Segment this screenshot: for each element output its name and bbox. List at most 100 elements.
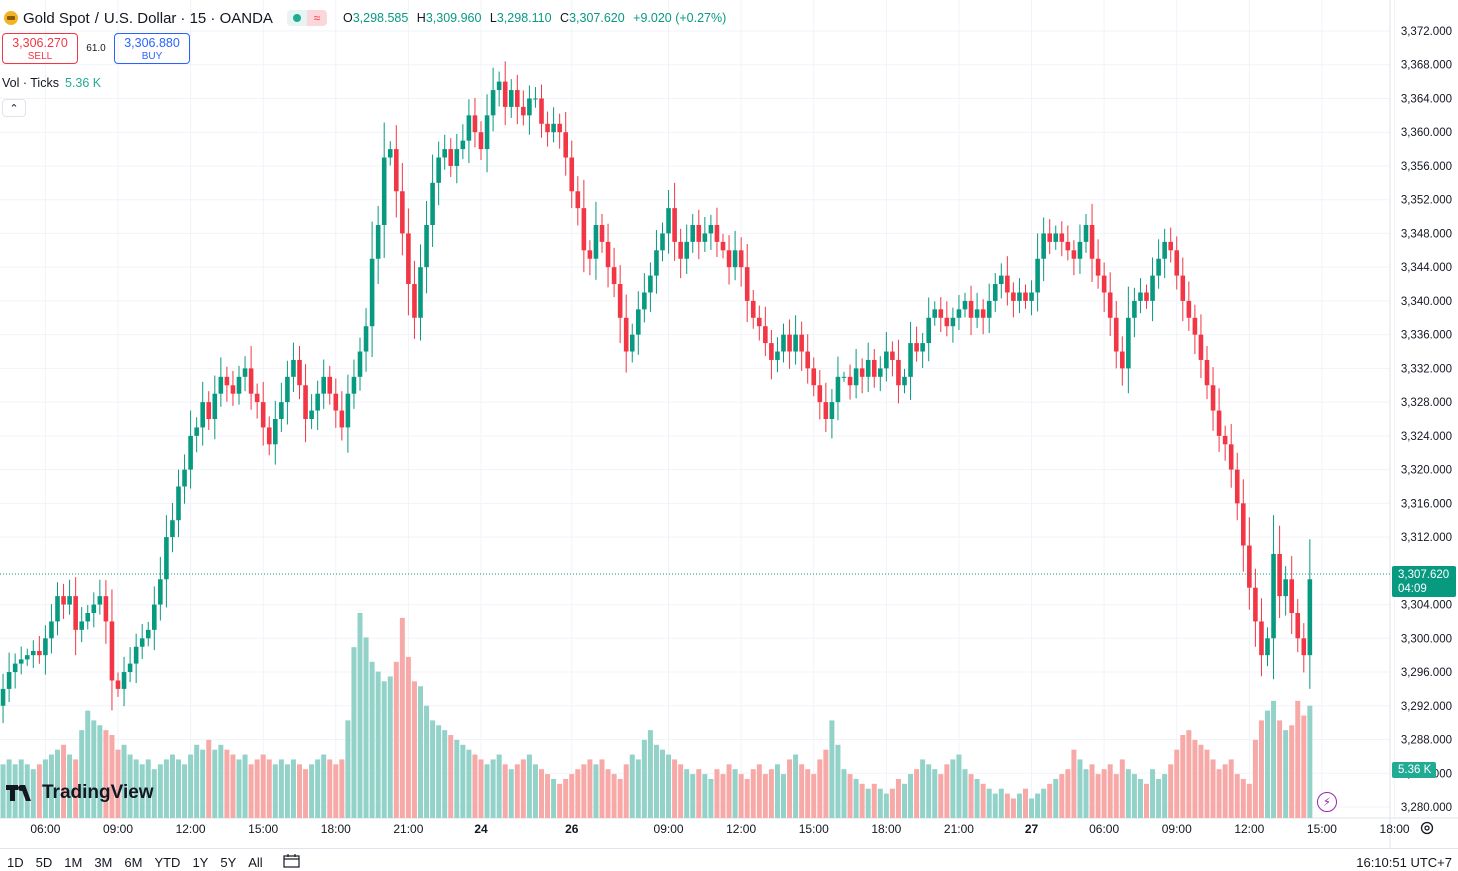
price-tick-label: 3,360.000: [1401, 127, 1452, 139]
volume-bar: [744, 778, 750, 818]
volume-bar: [551, 778, 557, 818]
volume-bar: [79, 730, 85, 818]
candle-body: [43, 638, 48, 656]
range-button-1y[interactable]: 1Y: [192, 855, 209, 870]
volume-bar: [902, 783, 907, 818]
candle-body: [466, 115, 472, 141]
candle-body: [781, 334, 786, 352]
candle-body: [206, 402, 212, 419]
candle-body: [902, 376, 907, 386]
candle-body: [1047, 233, 1052, 242]
candle-body: [1065, 241, 1071, 251]
quote-currency[interactable]: U.S. Dollar: [103, 9, 177, 27]
candle-body: [200, 402, 205, 428]
candle-body: [1077, 241, 1083, 259]
candle-body: [1253, 587, 1258, 622]
calendar-icon[interactable]: [283, 854, 301, 868]
volume-bar: [309, 764, 315, 818]
volume-bar: [109, 735, 115, 818]
candle-body: [980, 309, 986, 318]
volume-bar: [472, 754, 478, 818]
time-tick-label: 18:00: [321, 822, 351, 836]
range-button-3m[interactable]: 3M: [94, 855, 113, 870]
buy-button[interactable]: 3,306.880 BUY: [114, 33, 190, 64]
candle-body: [623, 317, 629, 352]
volume-bar: [405, 656, 411, 818]
candle-body: [1120, 351, 1125, 369]
interval-exchange[interactable]: · 15 · OANDA: [180, 9, 273, 27]
range-button-1m[interactable]: 1M: [64, 855, 83, 870]
volume-bar: [1186, 730, 1192, 818]
volume-bar: [750, 769, 756, 818]
range-button-ytd[interactable]: YTD: [154, 855, 181, 870]
volume-bar: [1101, 769, 1107, 818]
range-button-6m[interactable]: 6M: [124, 855, 143, 870]
candle-body: [642, 292, 647, 310]
volume-bar: [1265, 710, 1270, 818]
candle-body: [412, 284, 417, 318]
candle-body: [575, 191, 581, 209]
candle-body: [442, 149, 447, 158]
volume-bar: [339, 759, 345, 818]
volume-bar: [799, 764, 805, 818]
candle-body: [678, 241, 683, 259]
volume-bar: [48, 754, 54, 818]
sell-button[interactable]: 3,306.270 SELL: [2, 33, 78, 64]
volume-bar: [1301, 715, 1307, 818]
candle-body: [648, 275, 653, 293]
volume-bar: [321, 754, 327, 818]
open-value: 3,298.585: [352, 11, 409, 25]
clock-timezone[interactable]: 16:10:51 UTC+7: [1356, 855, 1452, 870]
volume-bar: [1289, 725, 1295, 818]
candle-body: [1035, 258, 1040, 293]
volume-bar: [629, 754, 635, 818]
candle-body: [527, 98, 532, 116]
range-button-5y[interactable]: 5Y: [220, 855, 237, 870]
volume-bar: [968, 774, 974, 818]
change-value: +9.020 (+0.27%): [633, 11, 727, 25]
volume-bar: [1047, 783, 1053, 818]
settings-gear-icon[interactable]: [1419, 820, 1435, 836]
volume-bar: [1077, 759, 1083, 818]
volume-bar: [1192, 739, 1198, 818]
time-tick-label: 18:00: [1380, 822, 1410, 836]
candle-body: [1265, 638, 1270, 656]
candle-body: [769, 343, 774, 360]
volume-bar: [387, 676, 393, 818]
price-tick-label: 3,364.000: [1401, 93, 1452, 105]
time-tick-label: 12:00: [1234, 822, 1264, 836]
volume-bar: [617, 778, 623, 818]
price-tick-label: 3,296.000: [1401, 667, 1452, 679]
time-tick-label: 09:00: [654, 822, 684, 836]
candle-body: [1204, 359, 1210, 386]
candle-body: [303, 385, 308, 419]
collapse-legend-button[interactable]: ⌃: [2, 99, 26, 117]
volume-bar: [895, 778, 901, 818]
volume-bar: [157, 764, 163, 818]
candle-body: [533, 98, 538, 100]
status-pill[interactable]: ≈: [286, 10, 327, 26]
price-tick-label: 3,368.000: [1401, 60, 1452, 72]
volume-bar: [1059, 774, 1065, 818]
volume-bar: [333, 764, 339, 818]
volume-bar: [587, 759, 593, 818]
volume-bar: [91, 720, 97, 818]
volume-legend[interactable]: Vol · Ticks 5.36 K: [2, 76, 101, 90]
volume-bar: [430, 720, 436, 818]
candle-body: [587, 250, 593, 259]
tradingview-logo[interactable]: TradingView: [6, 782, 154, 804]
price-chart[interactable]: 3,372.000 3,368.000 3,364.000 3,360.000 3,35…: [0, 0, 1458, 848]
volume-bar: [599, 759, 605, 818]
symbol-name[interactable]: Gold Spot: [23, 9, 90, 27]
range-button-1d[interactable]: 1D: [7, 855, 24, 870]
last-price-tag: 3,307.620 04:09: [1392, 566, 1456, 597]
candle-body: [744, 267, 750, 301]
candle-body: [127, 663, 133, 673]
price-tick-label: 3,324.000: [1401, 431, 1452, 443]
volume-bar: [889, 788, 895, 818]
range-button-all[interactable]: All: [248, 855, 263, 870]
candle-body: [460, 140, 466, 150]
range-button-5d[interactable]: 5D: [35, 855, 53, 870]
flash-icon[interactable]: ⚡: [1317, 792, 1337, 812]
volume-bar: [169, 754, 175, 818]
